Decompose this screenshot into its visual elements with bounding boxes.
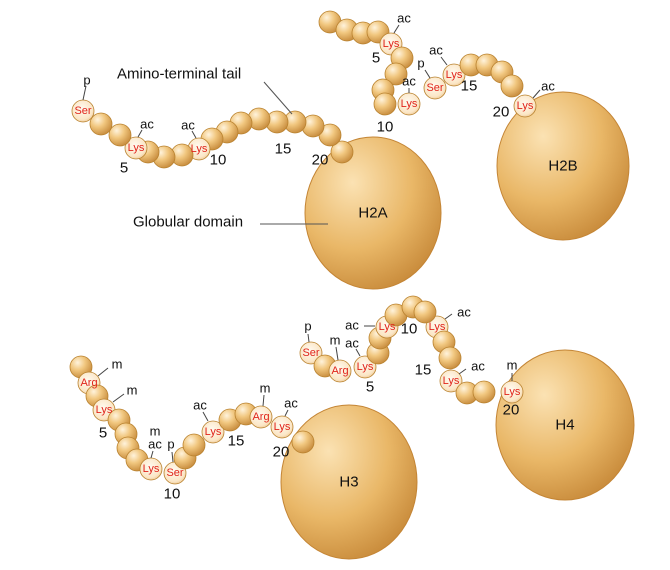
histone-h3: H3 Arg m Lys m: [69, 355, 418, 560]
globular-domain-h2b: [496, 91, 630, 241]
mod-h2b-lys15: ac: [429, 43, 443, 58]
residue-labels-h3: Arg m Lys m Lys ac m Ser p Lys ac Arg m …: [80, 357, 298, 503]
residue-h2b-lys12: Lys: [401, 98, 418, 110]
residue-h3-lys9: Lys: [143, 463, 160, 475]
residue-h4-lys5: Lys: [357, 361, 374, 373]
mod-h4-lys12: ac: [457, 305, 471, 320]
residue-h3-arg17: Arg: [252, 411, 269, 423]
mod-h3-lys4: m: [127, 383, 138, 398]
pos-h2a-20: 20: [312, 152, 329, 169]
mod-h3-lys14: ac: [193, 398, 207, 413]
callouts: Amino-terminal tail Globular domain: [117, 66, 328, 231]
residue-h4-ser1: Ser: [302, 347, 319, 359]
globular-domain-h2a: [304, 136, 442, 290]
mod-h4-arg3: m: [330, 333, 341, 348]
residue-labels-h2a: Ser p Lys ac Lys ac 5 10 15 20: [74, 73, 328, 177]
mod-h2a-lys9: ac: [181, 118, 195, 133]
mod-h2b-lys5: ac: [397, 11, 411, 26]
mod-h4-lys8: ac: [345, 318, 359, 333]
tail-h2a: [71, 99, 354, 169]
pos-h4-20: 20: [503, 402, 520, 419]
residue-h3-lys4: Lys: [96, 404, 113, 416]
mod-h4-lys20: m: [507, 358, 518, 373]
mod-h2b-ser14: p: [417, 56, 424, 71]
residue-h2a-lys5: Lys: [128, 142, 145, 154]
pos-h3-20: 20: [273, 444, 290, 461]
pos-h2a-10: 10: [210, 152, 227, 169]
residue-h3-ser10: Ser: [166, 467, 183, 479]
mod-h2a-ser1: p: [83, 73, 90, 88]
mod-h3-arg17: m: [260, 381, 271, 396]
globule-label-h3: H3: [339, 474, 358, 491]
pos-h3-15: 15: [228, 433, 245, 450]
pos-h2b-5: 5: [372, 50, 380, 67]
pos-h4-15: 15: [415, 362, 432, 379]
mod-h2b-lys20: ac: [541, 79, 555, 94]
pos-h3-10: 10: [164, 486, 181, 503]
globular-domain-label: Globular domain: [133, 214, 243, 231]
histone-h2b: H2B Lys ac Lys ac Se: [318, 10, 630, 241]
pos-h2b-10: 10: [377, 119, 394, 136]
pos-h2b-20: 20: [493, 104, 510, 121]
residue-h2b-ser14: Ser: [426, 82, 443, 94]
histone-h2a: H2A Ser p Lys ac Lys: [71, 73, 442, 290]
globular-domain-h3: [280, 404, 418, 560]
mod-h3-lys18: ac: [284, 396, 298, 411]
mod-h4-lys16: ac: [471, 359, 485, 374]
mod-h3-lys9-m: m: [150, 424, 161, 439]
mod-h3-lys9-ac: ac: [148, 437, 162, 452]
pos-h2b-15: 15: [461, 78, 478, 95]
residue-h4-lys12: Lys: [429, 321, 446, 333]
residue-h2b-lys15: Lys: [446, 69, 463, 81]
tail-h2b: [318, 10, 537, 118]
residue-h3-lys14: Lys: [205, 426, 222, 438]
tail-h4: [299, 295, 524, 405]
pos-h4-10: 10: [401, 321, 418, 338]
mod-h3-ser10: p: [167, 437, 174, 452]
residue-h4-lys8: Lys: [379, 321, 396, 333]
residue-h2a-ser1: Ser: [74, 105, 91, 117]
pos-h4-5: 5: [366, 379, 374, 396]
globular-domain-h4: [495, 349, 635, 501]
residue-h2b-lys5: Lys: [383, 38, 400, 50]
residue-h4-lys16: Lys: [443, 375, 460, 387]
tail-h3: [69, 355, 315, 485]
mod-h2a-lys5: ac: [140, 117, 154, 132]
residue-h4-arg3: Arg: [331, 365, 348, 377]
residue-h2b-lys20: Lys: [517, 100, 534, 112]
mod-h4-ser1: p: [304, 319, 311, 334]
globule-label-h4: H4: [555, 417, 574, 434]
residue-h3-lys18: Lys: [274, 421, 291, 433]
residue-h2a-lys9: Lys: [191, 143, 208, 155]
histone-h4: H4 Ser p Arg m Lys: [299, 295, 635, 501]
residue-h3-arg2: Arg: [80, 377, 97, 389]
globule-label-h2a: H2A: [358, 205, 387, 222]
pos-h2a-5: 5: [120, 160, 128, 177]
mod-h2b-lys12: ac: [402, 74, 416, 89]
pos-h3-5: 5: [99, 425, 107, 442]
pos-h2a-15: 15: [275, 141, 292, 158]
mod-h3-arg2: m: [112, 357, 123, 372]
globule-label-h2b: H2B: [548, 158, 577, 175]
residue-h4-lys20: Lys: [504, 386, 521, 398]
amino-terminal-tail-label: Amino-terminal tail: [117, 66, 241, 83]
residue-labels-h2b: Lys ac Lys ac Ser p Lys ac Lys ac 5 10 1…: [372, 11, 556, 136]
residue-labels-h4: Ser p Arg m Lys ac Lys ac Lys ac Lys ac …: [302, 305, 520, 419]
mod-h4-lys5: ac: [345, 336, 359, 351]
